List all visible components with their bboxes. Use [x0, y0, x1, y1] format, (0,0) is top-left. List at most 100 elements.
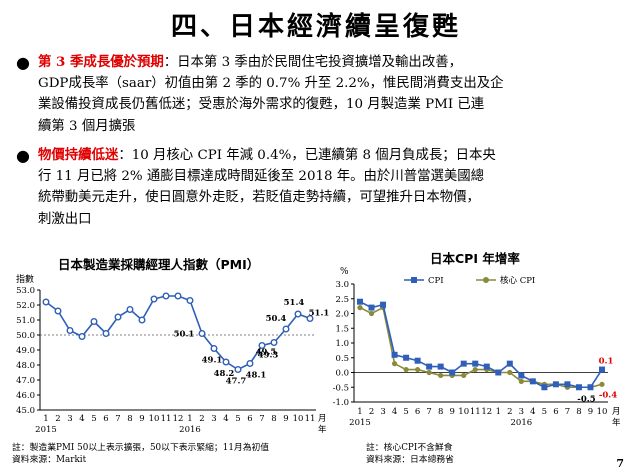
pmi-year-label: 2015: [35, 425, 57, 435]
pmi-x-tick-label: 6: [103, 414, 108, 424]
cpi-chart: %-1.0-0.50.00.51.01.52.02.53.01 2 3 4 5 6 7 8 9 1…: [333, 267, 621, 428]
bullet-gdp: ● 第 3 季成長優於預期：日本第 3 季由於民間住宅投資擴增及輸出改善， GD…: [16, 52, 626, 137]
cpi-y-tick-label: 0.0: [335, 369, 349, 379]
pmi-data-label: 48.2: [214, 369, 235, 379]
pmi-point: [282, 325, 290, 333]
cpi-x-tick-label: 8: [576, 407, 581, 417]
cpi-point: [587, 384, 594, 391]
cpi-x-tick-label: 10: [458, 407, 469, 417]
page-title: 四、日本經濟續呈復甦: [170, 12, 461, 42]
pmi-y-tick-label: 45.0: [16, 406, 35, 416]
pmi-data-label: 51.1: [309, 309, 330, 319]
bullet-highlight: 物價持續低迷: [38, 147, 119, 163]
cpi-y-tick-label: 1.5: [335, 324, 349, 334]
cpi-core-point: [415, 366, 421, 373]
pmi-x-tick-label: 9: [139, 414, 144, 424]
pmi-point: [210, 344, 218, 352]
pmi-x-unit-year: 年: [318, 424, 327, 435]
bullet-line: 行 11 月已將 2% 通膨目標達成時間延後至 2018 年。由於川普當選美國總: [38, 169, 485, 185]
cpi-point: [529, 378, 536, 385]
cpi-y-tick-label: 2.5: [335, 295, 349, 305]
cpi-core-series-line: [359, 306, 603, 389]
cpi-core-point: [461, 372, 467, 379]
cpi-series-line: [359, 300, 603, 389]
pmi-point: [78, 332, 86, 340]
pmi-point: [198, 329, 206, 337]
pmi-data-label: 49.1: [202, 356, 223, 366]
cpi-note-line: 註：核心CPI不含鮮食: [366, 443, 453, 453]
pmi-point: [138, 316, 146, 324]
cpi-x-tick-label: 8: [438, 407, 443, 417]
cpi-point: [460, 360, 467, 367]
cpi-point: [368, 304, 375, 311]
cpi-legend-label: CPI: [428, 276, 444, 286]
bullet-prices: ● 物價持續低迷：10 月核心 CPI 年減 0.4%，已連續第 8 個月負成長…: [16, 145, 626, 230]
pmi-point: [126, 306, 134, 314]
pmi-data-label: 51.4: [284, 298, 305, 308]
pmi-data-label: 50.1: [174, 330, 195, 340]
cpi-point: [564, 381, 571, 388]
pmi-y-tick-label: 49.0: [16, 346, 35, 356]
cpi-core-point: [599, 381, 605, 387]
cpi-y-tick-label: 2.0: [335, 310, 349, 320]
cpi-x-tick-label: 5: [403, 407, 408, 417]
cpi-x-tick-label: 10: [597, 407, 608, 417]
pmi-x-tick-label: 10: [149, 414, 160, 424]
pmi-y-tick-label: 46.0: [16, 391, 35, 401]
pmi-year-label: 2016: [179, 425, 201, 435]
cpi-y-tick-label: 1.0: [335, 339, 349, 349]
bullet-line: 刺激出口: [38, 211, 92, 227]
cpi-y-tick-label: 3.0: [335, 280, 349, 290]
cpi-point: [437, 363, 444, 370]
pmi-point: [222, 358, 230, 366]
pmi-y-tick-label: 53.0: [16, 286, 35, 296]
cpi-x-tick-label: 12: [481, 407, 492, 417]
cpi-legend-marker: [411, 277, 417, 283]
pmi-point: [102, 329, 110, 337]
bullet-dot-icon: ●: [16, 146, 30, 165]
cpi-year-label: 2016: [511, 418, 533, 428]
pmi-x-tick-label: 12: [173, 414, 184, 424]
cpi-chart-title: 日本CPI 年增率: [430, 251, 520, 266]
pmi-x-tick-label: 10: [293, 414, 304, 424]
pmi-x-tick-label: 11: [161, 414, 172, 424]
bullet-line: 續第 3 個月擴張: [38, 118, 136, 134]
pmi-point: [234, 365, 242, 373]
cpi-point: [357, 298, 363, 305]
cpi-point: [575, 384, 582, 391]
pmi-y-tick-label: 51.0: [16, 316, 35, 326]
pmi-point: [306, 315, 314, 323]
pmi-x-tick-label: 7: [259, 414, 264, 424]
cpi-core-point: [472, 366, 478, 373]
cpi-x-tick-label: 2: [507, 407, 512, 417]
cpi-core-end-label: -0.4: [599, 390, 617, 400]
cpi-note: 註：核心CPI不含鮮食 資料來源：日本總務省: [366, 442, 454, 466]
cpi-point: [426, 363, 433, 370]
cpi-point: [483, 363, 490, 370]
pmi-data-label: 50.4: [266, 314, 287, 324]
pmi-chart-title: 日本製造業採購經理人指數（PMI）: [58, 257, 260, 272]
bullet-line: 物價持續低迷：10 月核心 CPI 年減 0.4%，已連續第 8 個月負成長；日…: [38, 147, 496, 163]
cpi-point: [506, 360, 513, 367]
bullet-line: GDP成長率（saar）初值由第 2 季的 0.7% 升至 2.2%，惟民間消費…: [38, 76, 504, 92]
cpi-x-tick-label: 3: [380, 407, 385, 417]
cpi-legend-marker: [483, 277, 489, 283]
cpi-point: [403, 354, 410, 361]
pmi-point: [174, 292, 182, 300]
cpi-point: [518, 372, 525, 379]
pmi-data-label: 48.1: [246, 371, 267, 381]
cpi-source-line: 資料來源：日本總務省: [366, 455, 454, 465]
pmi-x-tick-label: 3: [67, 414, 72, 424]
pmi-point: [114, 313, 122, 321]
cpi-core-point: [507, 369, 513, 376]
cpi-point: [380, 301, 387, 308]
cpi-x-tick-label: 7: [426, 407, 431, 417]
cpi-point: [552, 381, 559, 388]
pmi-x-tick-label: 11: [305, 414, 316, 424]
pmi-x-tick-label: 6: [247, 414, 252, 424]
charts-area: 日本製造業採購經理人指數（PMI） 日本CPI 年增率 指數 45.0 46.0 47…: [0, 246, 632, 474]
pmi-x-tick-label: 5: [91, 414, 96, 424]
pmi-point: [90, 318, 98, 326]
pmi-x-unit: 月: [318, 414, 327, 424]
cpi-core-point: [368, 310, 375, 317]
